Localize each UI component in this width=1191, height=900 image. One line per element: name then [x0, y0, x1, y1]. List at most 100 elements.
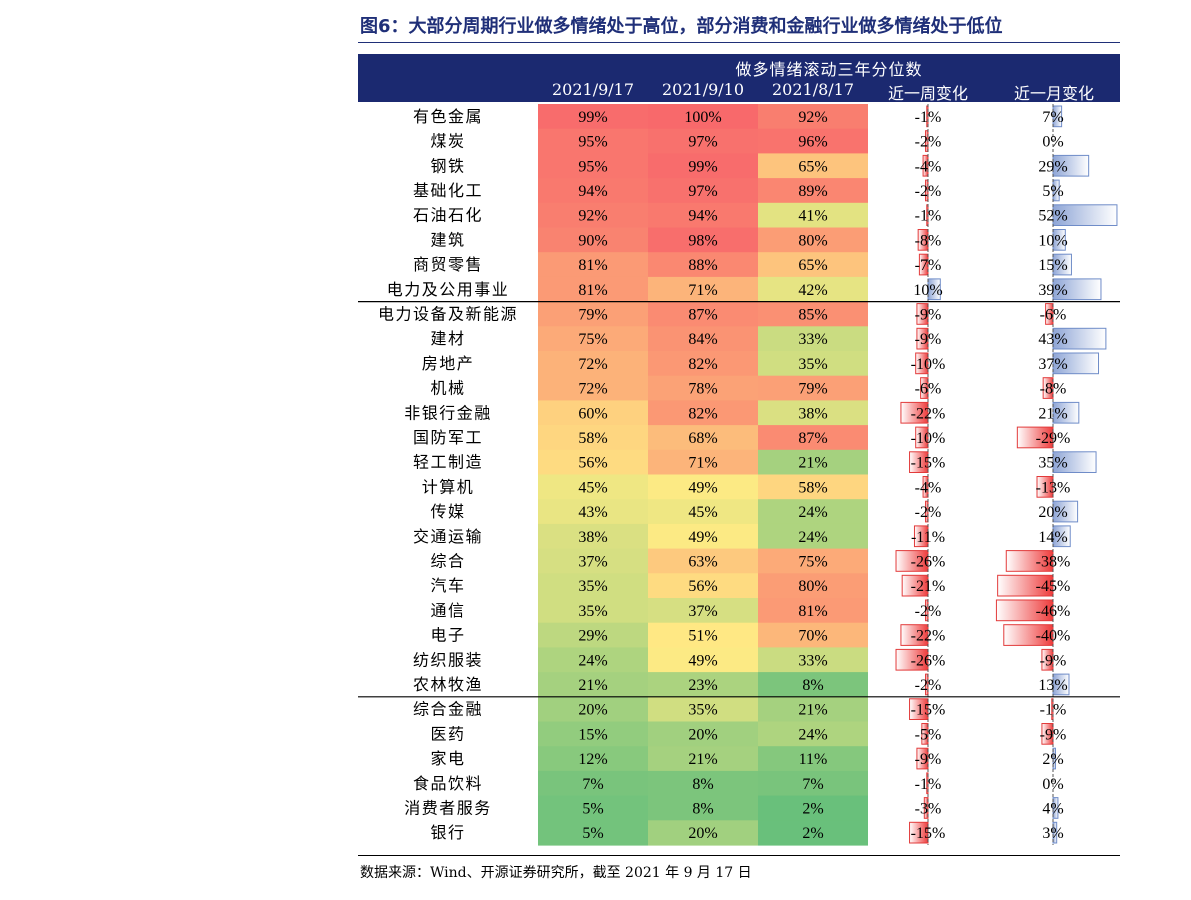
- week-change-label: -22%: [911, 405, 946, 422]
- week-change-label: -1%: [915, 208, 942, 225]
- cell-2021-9-10-bg: [648, 202, 758, 229]
- cell-2021-9-10-bg: [648, 375, 758, 401]
- cell-2021-9-17-bg: [538, 227, 648, 253]
- cell-2021-8-17-bg: [758, 746, 868, 772]
- cell-2021-9-10: 84%: [688, 331, 717, 348]
- cell-2021-9-17: 29%: [578, 628, 607, 645]
- column-header-week-change: 近一周变化: [887, 84, 968, 103]
- cell-2021-8-17-bg: [758, 178, 868, 204]
- cell-2021-9-17-bg: [538, 202, 648, 229]
- row-label: 机械: [430, 379, 465, 398]
- cell-2021-8-17-bg: [758, 153, 868, 179]
- cell-2021-9-17: 7%: [582, 776, 603, 793]
- week-change-label: -7%: [915, 257, 942, 274]
- cell-2021-9-17-bg: [538, 770, 648, 797]
- cell-2021-9-10-bg: [648, 598, 758, 624]
- cell-2021-9-10: 87%: [688, 306, 717, 323]
- cell-2021-9-10-bg: [648, 351, 758, 377]
- cell-2021-8-17: 2%: [802, 800, 823, 817]
- cell-2021-9-10: 99%: [688, 158, 717, 175]
- cell-2021-9-10-bg: [648, 227, 758, 253]
- week-change-label: -1%: [915, 109, 942, 126]
- cell-2021-9-17-bg: [538, 499, 648, 525]
- cell-2021-8-17-bg: [758, 499, 868, 525]
- cell-2021-9-10: 51%: [688, 628, 717, 645]
- week-change-label: -9%: [915, 331, 942, 348]
- cell-2021-9-10: 82%: [688, 405, 717, 422]
- cell-2021-9-10: 56%: [688, 578, 717, 595]
- month-change-label: 39%: [1038, 282, 1067, 299]
- week-change-bar: [916, 747, 929, 770]
- row-label: 电力设备及新能源: [378, 304, 518, 323]
- week-change-bar: [909, 821, 929, 844]
- cell-2021-9-10-bg: [648, 499, 758, 525]
- row-label: 消费者服务: [404, 798, 492, 817]
- cell-2021-9-10: 35%: [688, 702, 717, 719]
- cell-2021-9-10: 49%: [688, 529, 717, 546]
- cell-2021-9-10-bg: [648, 721, 758, 747]
- cell-2021-9-17-bg: [538, 449, 648, 476]
- source-rule: [358, 855, 1120, 856]
- row-label: 非银行金融: [404, 403, 492, 422]
- month-change-label: 7%: [1042, 109, 1063, 126]
- cell-2021-9-10: 98%: [688, 232, 717, 249]
- month-change-label: 29%: [1038, 158, 1067, 175]
- week-change-label: -4%: [915, 479, 942, 496]
- cell-2021-9-10-bg: [648, 647, 758, 673]
- cell-2021-9-10: 100%: [684, 109, 721, 126]
- cell-2021-9-17: 5%: [582, 800, 603, 817]
- cell-2021-9-17: 95%: [578, 158, 607, 175]
- cell-2021-9-17: 81%: [578, 282, 607, 299]
- cell-2021-9-17: 94%: [578, 183, 607, 200]
- cell-2021-8-17-bg: [758, 523, 868, 550]
- cell-2021-9-17: 99%: [578, 109, 607, 126]
- cell-2021-8-17: 24%: [798, 504, 827, 521]
- week-change-label: -9%: [915, 751, 942, 768]
- cell-2021-8-17-bg: [758, 276, 868, 303]
- month-change-bar: [1052, 401, 1080, 424]
- cell-2021-9-17-bg: [538, 672, 648, 698]
- cell-2021-8-17-bg: [758, 400, 868, 426]
- cell-2021-9-17-bg: [538, 400, 648, 426]
- cell-2021-9-17: 20%: [578, 702, 607, 719]
- week-change-bar: [923, 797, 929, 819]
- column-header-month-change: 近一月变化: [1013, 84, 1094, 103]
- cell-2021-8-17-bg: [758, 104, 868, 130]
- row-label: 建材: [430, 329, 465, 348]
- cell-labels: 有色金属 99% 100% 92% -1% 7% 煤炭 95% 97% 96% -2% 0% 钢铁 95%…: [378, 107, 1070, 842]
- month-change-label: 5%: [1042, 183, 1063, 200]
- table-header-band: [358, 54, 1120, 102]
- column-header-2021-9-17: 2021/9/17: [551, 80, 635, 99]
- cell-2021-9-10: 63%: [688, 553, 717, 570]
- cell-2021-8-17-bg: [758, 696, 868, 723]
- cell-2021-8-17: 80%: [798, 232, 827, 249]
- cell-2021-8-17-bg: [758, 573, 868, 599]
- cell-2021-9-17-bg: [538, 301, 648, 327]
- week-change-label: -1%: [915, 776, 942, 793]
- cell-2021-8-17: 70%: [798, 628, 827, 645]
- row-label: 煤炭: [430, 132, 465, 151]
- cell-2021-9-17: 58%: [578, 430, 607, 447]
- cell-2021-9-10: 97%: [688, 183, 717, 200]
- cell-2021-8-17-bg: [758, 721, 868, 747]
- cell-2021-8-17-bg: [758, 301, 868, 327]
- week-change-label: -10%: [911, 430, 946, 447]
- column-header-2021-8-17: 2021/8/17: [771, 80, 855, 99]
- week-change-bar: [915, 426, 929, 449]
- month-change-label: -45%: [1036, 578, 1071, 595]
- month-change-bar: [1052, 747, 1056, 770]
- row-label: 建筑: [430, 230, 465, 249]
- cell-2021-9-17: 79%: [578, 306, 607, 323]
- week-change-label: -3%: [915, 800, 942, 817]
- cell-2021-8-17: 2%: [802, 825, 823, 842]
- row-label: 基础化工: [413, 181, 483, 200]
- cell-2021-9-17-bg: [538, 474, 648, 500]
- cell-2021-9-10-bg: [648, 252, 758, 278]
- cell-2021-9-10: 49%: [688, 652, 717, 669]
- cell-2021-8-17: 96%: [798, 134, 827, 151]
- cell-2021-9-10: 78%: [688, 381, 717, 398]
- cell-2021-8-17: 21%: [798, 702, 827, 719]
- cell-2021-9-10-bg: [648, 425, 758, 451]
- week-change-label: -8%: [915, 232, 942, 249]
